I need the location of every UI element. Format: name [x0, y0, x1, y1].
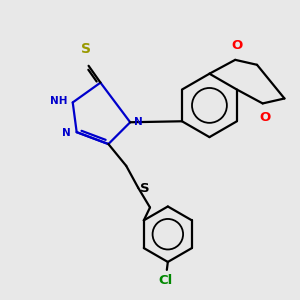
Text: Cl: Cl — [159, 274, 173, 287]
Text: N: N — [134, 117, 143, 127]
Text: N: N — [62, 128, 71, 138]
Text: NH: NH — [50, 97, 68, 106]
Text: O: O — [232, 39, 243, 52]
Text: S: S — [140, 182, 150, 195]
Text: O: O — [259, 111, 270, 124]
Text: S: S — [81, 42, 91, 56]
